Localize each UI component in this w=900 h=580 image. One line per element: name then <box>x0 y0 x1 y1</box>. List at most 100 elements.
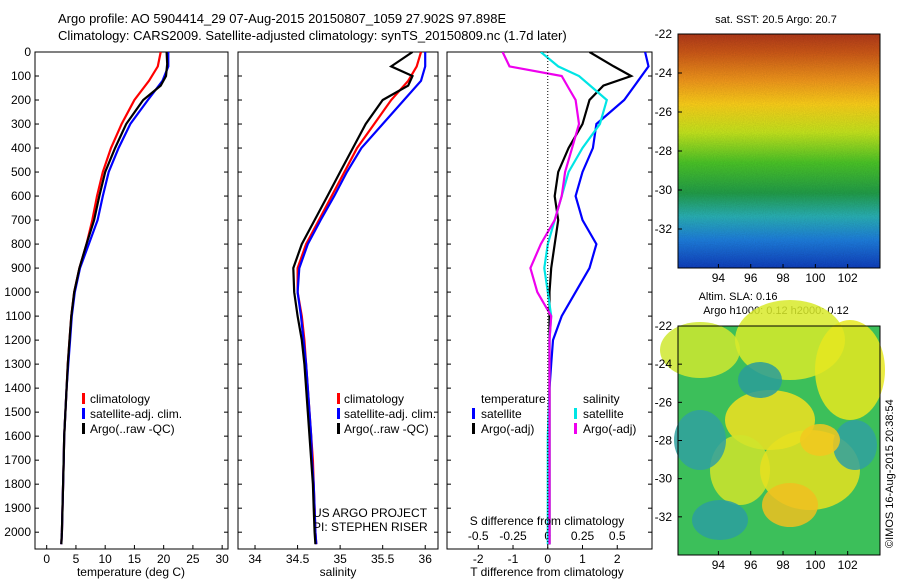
legend-swatch-climatology <box>337 393 340 404</box>
legend-swatch-climatology <box>82 393 85 404</box>
y-tick-label: 1500 <box>4 405 31 419</box>
x-tick-label: 36 <box>419 552 433 566</box>
x-tick-label: 20 <box>157 552 171 566</box>
sla-anomaly-patch <box>738 362 782 398</box>
difference-series <box>501 52 650 545</box>
legend-label-s-argo: Argo(-adj) <box>583 422 636 436</box>
y-tick-label: 800 <box>11 237 31 251</box>
legend-swatch-satellite <box>337 408 340 419</box>
difference-panel-frame <box>446 51 653 550</box>
series-line-satellite-adj-clim- <box>296 52 427 545</box>
legend-label-argo: Argo(..raw -QC) <box>90 422 175 436</box>
salinity-axes: 34 34.5 35 35.5 36 <box>238 51 438 566</box>
map-y-tick-label: -28 <box>655 434 673 448</box>
x-tick-label: 10 <box>99 552 113 566</box>
sst-map-axes: 94 96 98 100 102 -22 -24 -26 -28 -30 -32 <box>655 27 858 285</box>
legend-label-satellite: satellite-adj. clim. <box>90 407 182 421</box>
legend-swatch-satellite <box>82 408 85 419</box>
top-tick-label: 0.5 <box>609 529 626 543</box>
map-y-tick-label: -26 <box>655 105 673 119</box>
x-tick-label: 35.5 <box>371 552 395 566</box>
x-tick-label: 34 <box>248 552 262 566</box>
x-tick-label: 0 <box>544 552 551 566</box>
y-tick-label: 1800 <box>4 477 31 491</box>
map-y-tick-label: -32 <box>655 222 673 236</box>
y-tick-label: 1200 <box>4 333 31 347</box>
legend-label-s-satellite: satellite <box>583 407 624 421</box>
x-tick-label: 35 <box>333 552 347 566</box>
difference-legend: temperature salinity satellite Argo(-adj… <box>472 392 636 436</box>
series-line-satellite <box>540 52 609 545</box>
sla-map-axes: 94 96 98 100 102 -22 -24 -26 -28 -30 -32 <box>655 319 858 572</box>
map-x-tick-label: 98 <box>776 271 790 285</box>
x-tick-label: -1 <box>508 552 519 566</box>
map-x-tick-label: 100 <box>805 271 825 285</box>
imos-credit: ©IMOS 16-Aug-2015 20:38:54 <box>884 399 896 548</box>
series-line-satellite-adj-clim- <box>60 52 170 545</box>
sla-anomaly-patch <box>815 320 885 420</box>
y-tick-label: 700 <box>11 213 31 227</box>
series-line-climatology <box>296 52 423 545</box>
temperature-legend: climatology satellite-adj. clim. Argo(..… <box>82 392 182 436</box>
figure-title-line1: Argo profile: AO 5904414_29 07-Aug-2015 … <box>58 11 507 26</box>
legend-swatch-t-satellite <box>472 408 475 419</box>
top-tick-label: -0.5 <box>468 529 489 543</box>
map-x-tick-label: 102 <box>838 558 858 572</box>
difference-top-label: S difference from climatology <box>470 514 625 528</box>
top-tick-label: 0.25 <box>571 529 595 543</box>
y-tick-label: 1400 <box>4 381 31 395</box>
temperature-panel-frame <box>34 51 229 550</box>
x-tick-label: 15 <box>128 552 142 566</box>
x-tick-label: 5 <box>73 552 80 566</box>
series-line-argo-adj- <box>548 52 634 545</box>
map-x-tick-label: 102 <box>838 271 858 285</box>
x-tick-label: -2 <box>473 552 484 566</box>
legend-swatch-argo <box>82 423 85 434</box>
legend-label-satellite: satellite-adj. clim. <box>344 407 436 421</box>
sla-anomaly-patch <box>692 500 748 540</box>
map-x-tick-label: 96 <box>744 271 758 285</box>
series-line-argo-adj- <box>501 52 581 545</box>
salinity-legend: climatology satellite-adj. clim. Argo(..… <box>337 392 436 436</box>
legend-label-argo: Argo(..raw -QC) <box>344 422 429 436</box>
legend-swatch-s-argo <box>574 423 577 434</box>
y-tick-label: 200 <box>11 93 31 107</box>
x-tick-label: 2 <box>614 552 621 566</box>
y-tick-label: 1900 <box>4 501 31 515</box>
y-tick-label: 1000 <box>4 285 31 299</box>
sla-map <box>660 300 885 556</box>
legend-swatch-t-argo <box>472 423 475 434</box>
y-tick-label: 1700 <box>4 453 31 467</box>
project-name: US ARGO PROJECT <box>313 506 428 520</box>
salinity-series <box>292 52 427 545</box>
y-tick-label: 2000 <box>4 525 31 539</box>
map-x-tick-label: 94 <box>712 558 726 572</box>
sla-anomaly-patch <box>674 410 726 470</box>
y-tick-label: 400 <box>11 141 31 155</box>
legend-swatch-argo <box>337 423 340 434</box>
map-x-tick-label: 98 <box>776 558 790 572</box>
y-tick-label: 900 <box>11 261 31 275</box>
x-tick-label: 25 <box>186 552 200 566</box>
legend-label-t-satellite: satellite <box>481 407 522 421</box>
x-tick-label: 0 <box>43 552 50 566</box>
temperature-xlabel: temperature (deg C) <box>77 565 185 579</box>
map-x-tick-label: 96 <box>744 558 758 572</box>
map-y-tick-label: -26 <box>655 395 673 409</box>
y-tick-label: 100 <box>11 69 31 83</box>
sst-map-title: sat. SST: 20.5 Argo: 20.7 <box>715 14 837 26</box>
series-line-climatology <box>60 52 162 545</box>
map-y-tick-label: -22 <box>655 27 673 41</box>
sla-anomaly-patch <box>660 322 740 378</box>
project-pi: PI: STEPHEN RISER <box>313 520 428 534</box>
temperature-series <box>60 52 170 545</box>
sst-map <box>677 33 881 269</box>
x-tick-label: 34.5 <box>286 552 310 566</box>
legend-title-temperature: temperature <box>481 392 546 406</box>
figure-title-line2: Climatology: CARS2009. Satellite-adjuste… <box>58 28 567 43</box>
map-y-tick-label: -22 <box>655 319 673 333</box>
map-y-tick-label: -32 <box>655 510 673 524</box>
temperature-axes: 0 5 10 15 20 25 300100200300400500600700800900… <box>4 45 229 566</box>
